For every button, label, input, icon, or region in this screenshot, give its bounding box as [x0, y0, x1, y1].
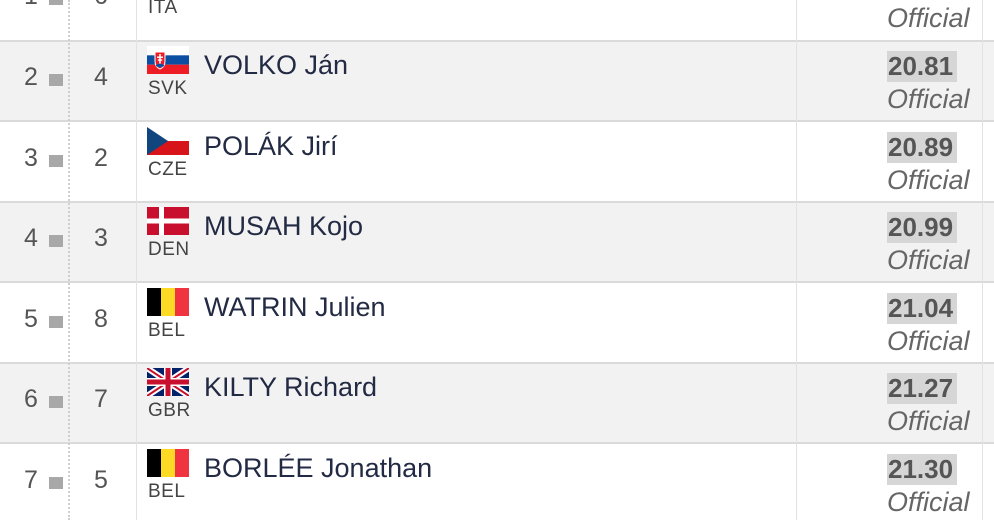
column-divider — [796, 0, 797, 520]
lane: 8 — [94, 305, 108, 333]
result-mark: 21.30 — [887, 454, 958, 485]
den-flag-icon — [147, 207, 189, 235]
athlete-name-link[interactable]: VOLKO Ján — [204, 50, 349, 80]
result-mark: 20.81 — [887, 51, 958, 82]
rank: 1 — [24, 0, 46, 11]
rank: 3 — [24, 144, 38, 172]
rank-marker-icon — [49, 235, 63, 247]
bel-flag-icon — [147, 288, 189, 316]
result-mark: 20.89 — [887, 132, 958, 163]
rank: 5 — [24, 305, 38, 333]
athlete-name-link[interactable]: POLÁK Jirí — [204, 131, 338, 161]
result-mark: 20.99 — [887, 212, 958, 243]
column-divider — [982, 0, 983, 520]
status-label: Official — [887, 3, 970, 33]
row-divider — [0, 281, 994, 283]
status-label: Official — [887, 84, 970, 114]
rank: 4 — [24, 224, 38, 252]
result-mark: 21.27 — [887, 373, 958, 404]
athlete-name-link[interactable]: BORLÉE Jonathan — [204, 453, 433, 483]
rank-marker-icon — [49, 0, 63, 5]
country-code: DEN — [148, 239, 190, 260]
country-code: BEL — [148, 320, 186, 341]
country-code: GBR — [148, 400, 191, 421]
row-divider — [0, 442, 994, 444]
country-code: SVK — [148, 78, 188, 99]
row-divider — [0, 40, 994, 42]
lane: 5 — [94, 466, 108, 494]
rank-marker-icon — [49, 316, 63, 328]
athlete-name-link[interactable]: KILTY Richard — [204, 372, 378, 402]
rank-marker-icon — [49, 155, 63, 167]
rank-marker-icon — [49, 396, 63, 408]
row-divider — [0, 120, 994, 122]
column-divider — [136, 0, 137, 520]
status-label: Official — [887, 487, 970, 517]
status-label: Official — [887, 245, 970, 275]
rank-marker-icon — [49, 74, 63, 86]
table-row: 7 5 BEL BORLÉE Jonathan 21.30 Official — [0, 444, 994, 524]
svk-flag-icon — [147, 46, 189, 74]
cze-flag-icon — [147, 127, 189, 155]
table-row: 3 2 CZE POLÁK Jirí 20.89 Official — [0, 122, 994, 202]
country-code: ITA — [148, 0, 178, 18]
row-divider — [0, 201, 994, 203]
rank: 6 — [24, 385, 38, 413]
bel-flag-icon — [147, 449, 189, 477]
athlete-name-link[interactable]: MUSAH Kojo — [204, 211, 364, 241]
result-mark: 21.04 — [887, 293, 958, 324]
gbr-flag-icon — [147, 368, 189, 396]
rank: 2 — [24, 63, 38, 91]
table-row: 1 6 ITA Official — [0, 0, 994, 40]
lane: 6 — [94, 0, 108, 11]
status-label: Official — [887, 326, 970, 356]
table-row: 5 8 BEL WATRIN Julien 21.04 Official — [0, 283, 994, 363]
rank: 7 — [24, 466, 38, 494]
table-row: 4 3 DEN MUSAH Kojo 20.99 Official — [0, 202, 994, 282]
athlete-name-link[interactable]: WATRIN Julien — [204, 292, 386, 322]
column-divider — [68, 0, 70, 520]
status-label: Official — [887, 165, 970, 195]
country-code: CZE — [148, 159, 188, 180]
table-row: 2 4 SVK VOLKO Ján 20.81 Official — [0, 41, 994, 121]
country-code: BEL — [148, 481, 186, 502]
status-label: Official — [887, 406, 970, 436]
rank-marker-icon — [49, 477, 63, 489]
lane: 3 — [94, 224, 108, 252]
table-row: 6 7 GBR KILTY Richard 21.27 Official — [0, 363, 994, 443]
lane: 4 — [94, 63, 108, 91]
lane: 7 — [94, 385, 108, 413]
row-divider — [0, 362, 994, 364]
lane: 2 — [94, 144, 108, 172]
